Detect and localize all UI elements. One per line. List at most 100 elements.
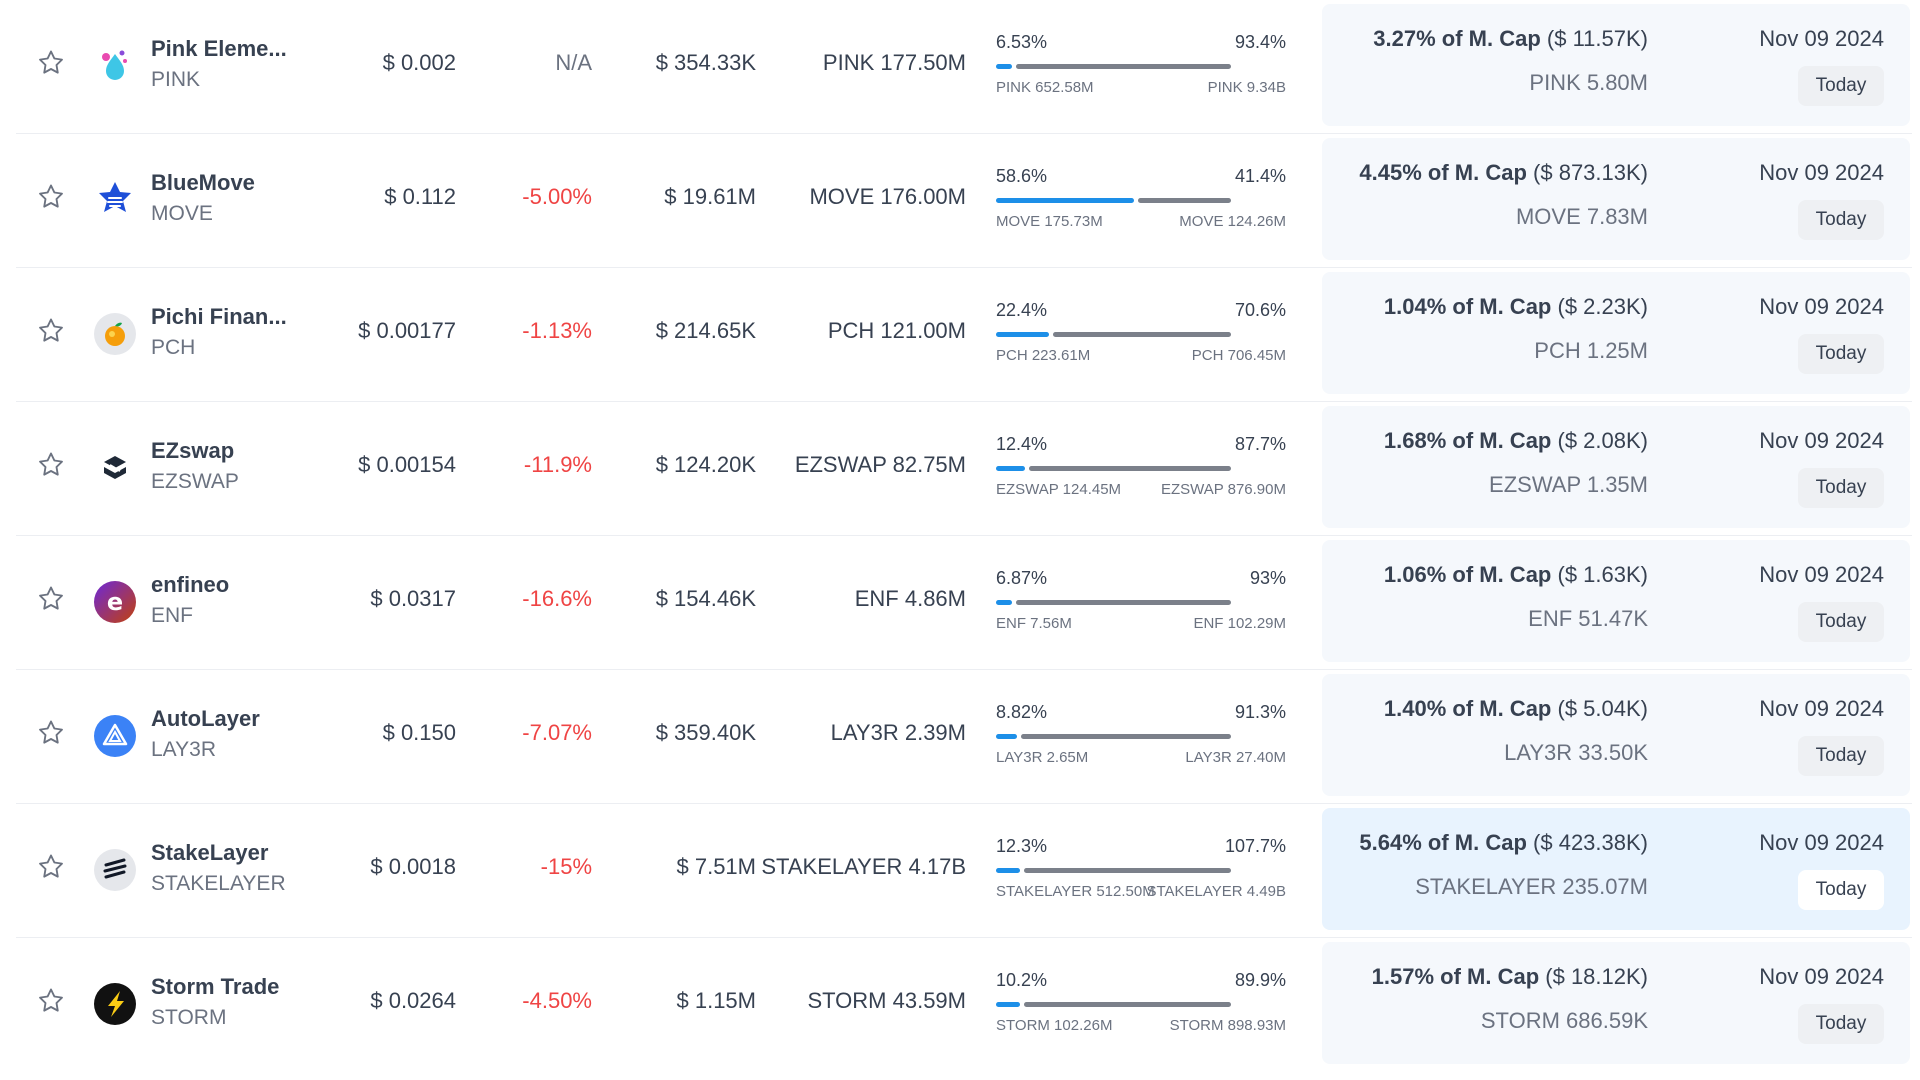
star-icon[interactable] [36,986,66,1016]
token-name-link[interactable]: Pink Eleme... PINK [151,34,351,96]
token-name-link[interactable]: StakeLayer STAKELAYER [151,838,351,900]
svg-text:e: e [107,588,123,616]
star-icon[interactable] [36,182,66,212]
unlock-progress: 6.87% 93% ENF 7.56M ENF 102.29M [996,566,1286,637]
locked-amount: STAKELAYER 4.49B [1146,883,1286,900]
token-name-link[interactable]: Storm Trade STORM [151,972,351,1034]
token-name-link[interactable]: AutoLayer LAY3R [151,704,351,766]
next-unlock-card[interactable]: 1.04% of M. Cap ($ 2.23K) PCH 1.25M Nov … [1322,272,1910,394]
price-change: -4.50% [522,988,592,1013]
circulating-supply: EZSWAP 82.75M [794,452,966,477]
pink-element-logo [94,45,136,87]
unlocked-bar-segment [996,332,1049,337]
unlock-progress: 58.6% 41.4% MOVE 175.73M MOVE 124.26M [996,164,1286,235]
unlocked-amount: PCH 223.61M [996,347,1091,364]
unlock-progress: 12.4% 87.7% EZSWAP 124.45M EZSWAP 876.90… [996,432,1286,503]
unlock-progress-bar [996,600,1231,605]
next-unlock-card[interactable]: 1.68% of M. Cap ($ 2.08K) EZSWAP 1.35M N… [1322,406,1910,528]
next-unlock-card[interactable]: 5.64% of M. Cap ($ 423.38K) STAKELAYER 2… [1322,808,1910,930]
unlocked-amount: PINK 652.58M [996,79,1094,96]
next-unlock-tokens: MOVE 7.83M [1515,204,1648,229]
locked-percent: 91.3% [1234,702,1286,722]
today-badge[interactable]: Today [1798,468,1884,508]
locked-amount: EZSWAP 876.90M [1160,481,1286,498]
circulating-supply: STORM 43.59M [807,988,966,1013]
market-cap: $ 354.33K [655,50,756,75]
table-row[interactable]: AutoLayer LAY3R $ 0.150 -7.07% $ 359.40K… [16,670,1912,804]
token-name-link[interactable]: EZswap EZSWAP [151,436,351,498]
next-unlock-card[interactable]: 4.45% of M. Cap ($ 873.13K) MOVE 7.83M N… [1322,138,1910,260]
token-name-link[interactable]: enfineo ENF [151,570,351,632]
today-badge[interactable]: Today [1798,736,1884,776]
token-price: $ 0.112 [384,184,456,209]
table-row[interactable]: Pink Eleme... PINK $ 0.002 N/A $ 354.33K… [16,0,1912,134]
token-symbol: LAY3R [151,738,216,761]
locked-percent: 70.6% [1234,300,1286,320]
today-badge[interactable]: Today [1798,334,1884,374]
token-price: $ 0.002 [382,50,456,75]
pichi-logo [94,313,136,355]
unlocked-amount: STORM 102.26M [996,1017,1113,1034]
today-badge[interactable]: Today [1798,870,1884,910]
next-unlock-date: Nov 09 2024 [1759,26,1884,51]
next-unlock-tokens: ENF 51.47K [1528,606,1648,631]
circulating-supply: MOVE 176.00M [809,184,966,209]
next-unlock-card[interactable]: 1.40% of M. Cap ($ 5.04K) LAY3R 33.50K N… [1322,674,1910,796]
unlock-progress-bar [996,734,1231,739]
locked-bar-segment [1053,332,1231,337]
circulating-supply: PCH 121.00M [827,318,966,343]
stakelayer-logo [94,849,136,891]
unlock-progress: 6.53% 93.4% PINK 652.58M PINK 9.34B [996,30,1286,101]
token-symbol: PCH [151,336,196,359]
token-name: Storm Trade [151,974,280,999]
star-icon[interactable] [36,852,66,882]
star-icon[interactable] [36,316,66,346]
star-icon[interactable] [36,450,66,480]
today-badge[interactable]: Today [1798,1004,1884,1044]
next-unlock-card[interactable]: 3.27% of M. Cap ($ 11.57K) PINK 5.80M No… [1322,4,1910,126]
today-badge[interactable]: Today [1798,200,1884,240]
unlocked-bar-segment [996,868,1020,873]
price-change: -7.07% [522,720,592,745]
next-unlock-date: Nov 09 2024 [1759,562,1884,587]
locked-amount: MOVE 124.26M [1179,213,1286,230]
today-badge[interactable]: Today [1798,602,1884,642]
next-unlock-date: Nov 09 2024 [1759,428,1884,453]
token-name-link[interactable]: BlueMove MOVE [151,168,351,230]
table-row[interactable]: Storm Trade STORM $ 0.0264 -4.50% $ 1.15… [16,938,1912,1072]
next-unlock-card[interactable]: 1.57% of M. Cap ($ 18.12K) STORM 686.59K… [1322,942,1910,1064]
unlocked-bar-segment [996,734,1017,739]
unlocked-amount: ENF 7.56M [996,615,1072,632]
next-unlock-card[interactable]: 1.06% of M. Cap ($ 1.63K) ENF 51.47K Nov… [1322,540,1910,662]
token-symbol: MOVE [151,202,213,225]
table-row[interactable]: Pichi Finan... PCH $ 0.00177 -1.13% $ 21… [16,268,1912,402]
token-name: enfineo [151,572,230,597]
star-icon[interactable] [36,718,66,748]
unlocked-bar-segment [996,466,1025,471]
next-unlock-percent: 1.06% of M. Cap ($ 1.63K) [1383,562,1648,587]
unlocked-bar-segment [996,600,1012,605]
unlock-progress: 8.82% 91.3% LAY3R 2.65M LAY3R 27.40M [996,700,1286,771]
token-name-link[interactable]: Pichi Finan... PCH [151,302,351,364]
bluemove-logo [94,179,136,221]
locked-bar-segment [1016,64,1231,69]
token-name: BlueMove [151,170,255,195]
table-row[interactable]: e enfineo ENF $ 0.0317 -16.6% $ 154.46K … [16,536,1912,670]
unlock-progress-bar [996,466,1231,471]
table-row[interactable]: BlueMove MOVE $ 0.112 -5.00% $ 19.61M MO… [16,134,1912,268]
token-price: $ 0.00177 [358,318,456,343]
today-badge[interactable]: Today [1798,66,1884,106]
token-symbol: PINK [151,68,201,91]
token-price: $ 0.0264 [370,988,456,1013]
market-cap: $ 124.20K [655,452,756,477]
star-icon[interactable] [36,48,66,78]
token-price: $ 0.0018 [370,854,456,879]
next-unlock-tokens: PINK 5.80M [1529,70,1648,95]
table-row[interactable]: StakeLayer STAKELAYER $ 0.0018 -15% $ 7.… [16,804,1912,938]
price-change: -5.00% [522,184,592,209]
star-icon[interactable] [36,584,66,614]
next-unlock-percent: 1.68% of M. Cap ($ 2.08K) [1383,428,1648,453]
circulating-supply: LAY3R 2.39M [830,720,966,745]
table-row[interactable]: EZswap EZSWAP $ 0.00154 -11.9% $ 124.20K… [16,402,1912,536]
locked-bar-segment [1016,600,1231,605]
